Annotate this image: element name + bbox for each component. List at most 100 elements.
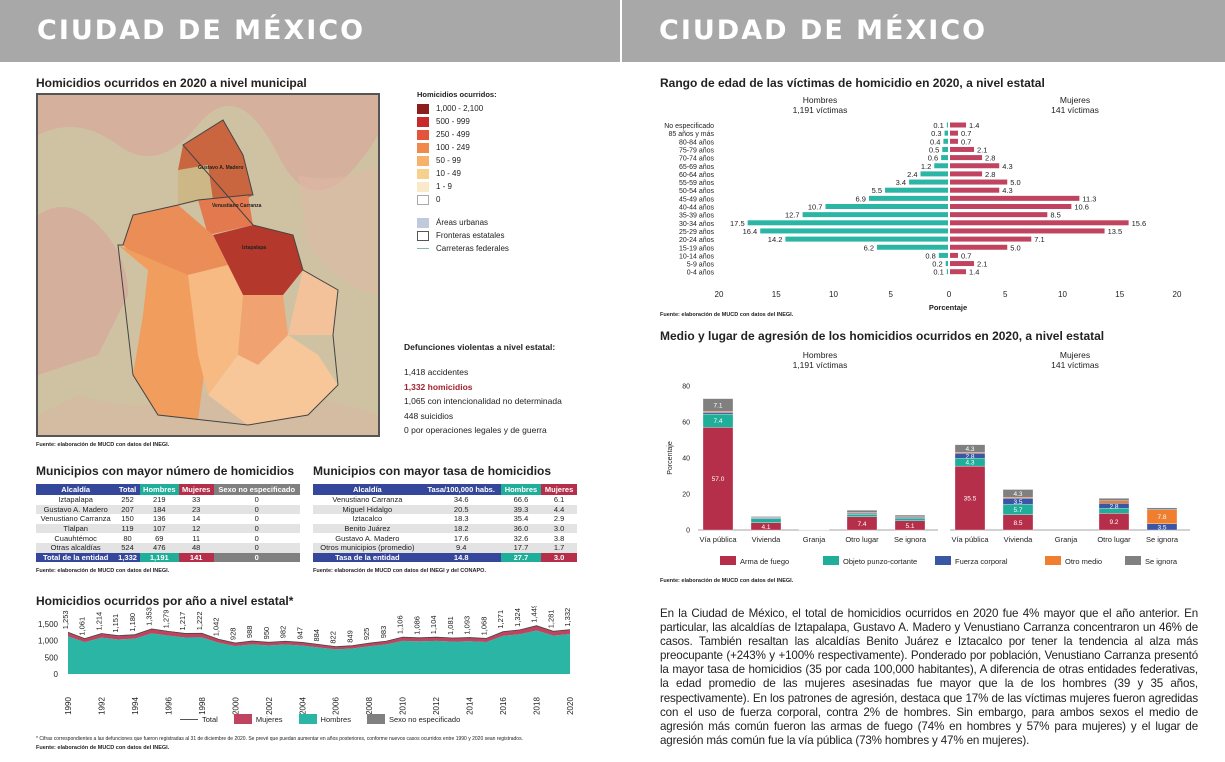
data-label: 1,061 (78, 617, 87, 636)
bar-men (934, 163, 948, 169)
data-label: 1,106 (396, 615, 405, 634)
pyramid-women-sub: 141 víctimas (1051, 105, 1099, 115)
bar-women (950, 269, 967, 275)
segment-label: 57.0 (712, 476, 725, 483)
age-category-label: 25-29 años (679, 229, 715, 236)
map-legend-item: 1,000 - 2,100 (417, 102, 509, 115)
data-label: 988 (245, 626, 254, 639)
bar-women (950, 244, 1008, 250)
table-cell: 3.0 (541, 523, 577, 534)
legend-swatch (417, 129, 429, 140)
border-swatch (417, 230, 429, 241)
pyramid-source: Fuente: elaboración de MUCD con datos de… (660, 312, 794, 318)
bar-men (943, 138, 948, 144)
y-tick-label: 60 (682, 420, 690, 427)
table-cell: 107 (139, 523, 179, 534)
data-label: 1,324 (513, 608, 522, 627)
legend-urban: Áreas urbanas (417, 216, 509, 229)
age-category-label: No especificado (664, 123, 714, 130)
table-row: Cuauhtémoc 80 69 11 0 (36, 533, 300, 543)
x-tick-label: 0 (947, 290, 952, 299)
value-women: 2.1 (977, 260, 987, 269)
legend-total-label: Total (202, 714, 218, 724)
data-label: 1,353 (145, 607, 154, 626)
table-cell: 18.2 (421, 523, 501, 534)
stack-segment (750, 518, 782, 523)
x-tick-label: 2000 (231, 697, 240, 715)
stack-segment (954, 444, 986, 453)
table-cell: 0 (254, 514, 259, 524)
value-men: 0.8 (925, 251, 935, 260)
segment-label: 7.4 (713, 418, 722, 425)
age-category-label: 70-74 años (679, 156, 715, 163)
table-cell: 69 (155, 533, 164, 543)
bar-women (950, 122, 967, 128)
category-label: Granja (1055, 535, 1078, 544)
bar-men (909, 179, 948, 185)
x-tick-label: 5 (1003, 290, 1008, 299)
bar-women (950, 179, 1008, 185)
stack-segment (702, 398, 734, 412)
bar-men (945, 261, 948, 267)
banner-title-right: CIUDAD DE MÉXICO (659, 15, 988, 46)
segment-label: 7.1 (713, 402, 722, 409)
table-cell: 9.4 (421, 542, 501, 553)
x-tick-label: 5 (889, 290, 894, 299)
pyramid-women-label: Mujeres (1059, 95, 1091, 105)
segment-label: 3.5 (1013, 499, 1022, 506)
age-category-label: 15-19 años (679, 245, 715, 252)
table-cell: 119 (115, 523, 140, 534)
agresion-title: Medio y lugar de agresión de los homicid… (660, 329, 1105, 343)
legend-swatch (417, 194, 429, 205)
segment-label: 3.5 (1157, 524, 1166, 531)
category-label: Se ignora (1146, 535, 1179, 544)
legend-men-label: Hombres (320, 714, 351, 724)
value-women: 5.0 (1010, 178, 1020, 187)
table-row: Venustiano Carranza 34.6 66.6 6.1 (313, 495, 577, 505)
legend-roads: Carreteras federales (417, 242, 509, 255)
annual-chart: 0 500 1,000 1,500 1,253 1,061 1,214 1,151 1,180 1… (38, 606, 575, 715)
x-tick-label: 15 (772, 290, 781, 299)
table-total-cell: 3.0 (541, 552, 577, 563)
segment-label: 35.5 (964, 496, 977, 503)
table-cell: 39.3 (500, 504, 542, 515)
table-cell: 17.6 (453, 533, 469, 543)
data-label: 1,086 (412, 616, 421, 635)
table-cell: 17.7 (500, 542, 542, 553)
bar-men (946, 269, 948, 275)
table-cell: 6.1 (553, 495, 565, 505)
age-category-label: 50-54 años (679, 188, 715, 195)
violent-item: 1,332 homicidios (404, 381, 473, 392)
value-men: 1.2 (921, 162, 931, 171)
value-women: 5.0 (1010, 243, 1020, 252)
bar-men (802, 212, 948, 218)
table-cell: Miguel Hidalgo (313, 504, 422, 515)
table-cell: 12 (178, 523, 214, 534)
bar-men (885, 187, 948, 193)
table1-source: Fuente: elaboración de MUCD con datos de… (36, 568, 170, 574)
bar-women (950, 228, 1105, 234)
age-category-label: 10-14 años (679, 253, 715, 260)
value-men: 6.2 (864, 243, 874, 252)
map-legend-title: Homicidios ocurridos: (417, 90, 497, 99)
y-tick-label: 40 (682, 456, 690, 463)
legend-urban-label: Áreas urbanas (436, 218, 489, 227)
data-label: 1,271 (496, 610, 505, 629)
bar-women (950, 252, 959, 258)
stack-segment (1146, 507, 1178, 510)
legend-men-swatch (298, 714, 317, 724)
age-category-label: 0-4 años (687, 270, 715, 277)
value-men: 0.2 (932, 260, 942, 269)
legend-swatch (935, 556, 951, 565)
value-women: 4.3 (1002, 162, 1012, 171)
table-cell: 66.6 (513, 495, 529, 505)
value-men: 10.7 (808, 203, 823, 212)
category-label: Otro lugar (845, 535, 879, 544)
segment-label: 7.8 (1157, 514, 1166, 521)
table-total-cell: 1,191 (139, 552, 179, 563)
age-category-label: 30-34 años (679, 221, 715, 228)
data-label: 849 (345, 630, 354, 643)
age-category-label: 40-44 años (679, 205, 715, 212)
map-label-gam: Gustavo A. Madero (198, 165, 244, 171)
segment-label: 7.4 (857, 521, 866, 528)
